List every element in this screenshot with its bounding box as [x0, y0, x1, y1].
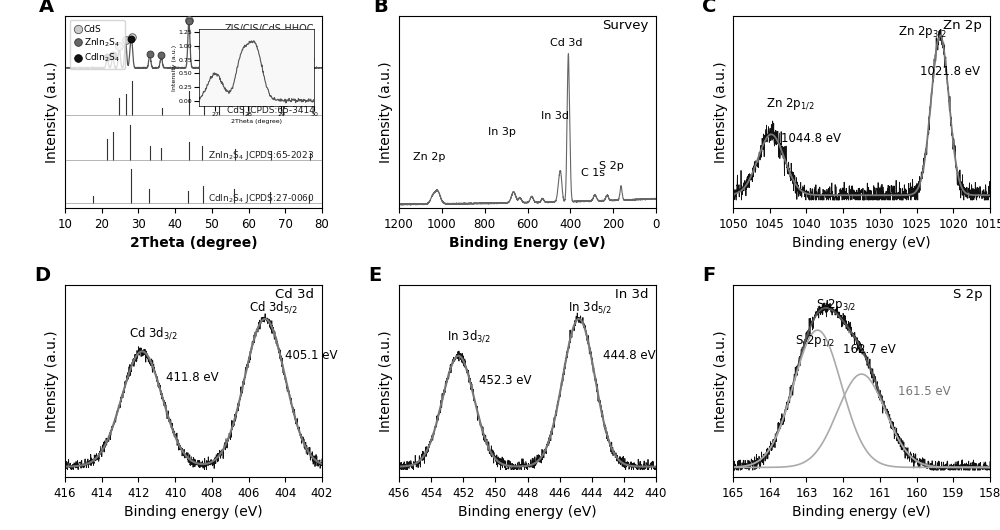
- Legend: CdS, ZnIn$_2$S$_4$, CdIn$_2$S$_4$: CdS, ZnIn$_2$S$_4$, CdIn$_2$S$_4$: [70, 21, 125, 69]
- Y-axis label: Intensity (a.u.): Intensity (a.u.): [714, 330, 728, 432]
- Text: CdS JCPDS:65-3414: CdS JCPDS:65-3414: [227, 106, 315, 115]
- Y-axis label: Intensity (a.u.): Intensity (a.u.): [45, 61, 59, 163]
- Text: In 3d$_{5/2}$: In 3d$_{5/2}$: [568, 299, 612, 315]
- Text: E: E: [368, 266, 381, 285]
- Text: CdIn$_2$S$_4$ JCPDS:27-0060: CdIn$_2$S$_4$ JCPDS:27-0060: [208, 192, 315, 205]
- Text: 161.5 eV: 161.5 eV: [898, 385, 951, 398]
- Y-axis label: Intensity (a.u.): Intensity (a.u.): [45, 330, 59, 432]
- Text: Zn 2p: Zn 2p: [413, 152, 445, 162]
- Text: 411.8 eV: 411.8 eV: [166, 371, 219, 384]
- Y-axis label: Intensity (a.u.): Intensity (a.u.): [379, 330, 393, 432]
- Text: B: B: [373, 0, 388, 16]
- X-axis label: Binding energy (eV): Binding energy (eV): [792, 236, 931, 250]
- Text: Zn 2p: Zn 2p: [943, 20, 982, 32]
- Text: Survey: Survey: [602, 20, 648, 32]
- Text: In 3p: In 3p: [488, 127, 516, 137]
- Text: 162.7 eV: 162.7 eV: [843, 343, 896, 357]
- Text: S 2p$_{3/2}$: S 2p$_{3/2}$: [816, 298, 856, 313]
- Text: Cd 3d: Cd 3d: [275, 288, 314, 302]
- Text: A: A: [39, 0, 54, 16]
- Text: S 2p: S 2p: [953, 288, 982, 302]
- Text: F: F: [702, 266, 715, 285]
- Text: 1044.8 eV: 1044.8 eV: [781, 132, 841, 145]
- X-axis label: 2Theta (degree): 2Theta (degree): [130, 236, 257, 250]
- X-axis label: Binding Energy (eV): Binding Energy (eV): [449, 236, 606, 250]
- Text: Zn 2p$_{3/2}$: Zn 2p$_{3/2}$: [898, 24, 947, 40]
- Text: 1021.8 eV: 1021.8 eV: [920, 65, 980, 78]
- Text: C 1s: C 1s: [581, 168, 605, 178]
- Text: In 3d$_{3/2}$: In 3d$_{3/2}$: [447, 329, 491, 344]
- Y-axis label: Intensity (a.u.): Intensity (a.u.): [379, 61, 393, 163]
- Text: In 3d: In 3d: [615, 288, 648, 302]
- Text: S 2p: S 2p: [599, 161, 623, 171]
- Text: Cd 3d$_{3/2}$: Cd 3d$_{3/2}$: [129, 325, 178, 341]
- Text: Cd 3d$_{5/2}$: Cd 3d$_{5/2}$: [249, 299, 297, 315]
- Text: 444.8 eV: 444.8 eV: [603, 349, 656, 362]
- Text: Zn 2p$_{1/2}$: Zn 2p$_{1/2}$: [766, 96, 815, 112]
- Text: S 2p$_{1/2}$: S 2p$_{1/2}$: [795, 333, 836, 349]
- Text: C: C: [702, 0, 717, 16]
- Text: 452.3 eV: 452.3 eV: [479, 374, 532, 387]
- Text: Cd 3d: Cd 3d: [550, 38, 582, 48]
- X-axis label: Binding energy (eV): Binding energy (eV): [792, 505, 931, 519]
- Text: 405.1 eV: 405.1 eV: [285, 349, 338, 362]
- Text: In 3d: In 3d: [541, 111, 569, 121]
- X-axis label: Binding energy (eV): Binding energy (eV): [458, 505, 597, 519]
- Text: ZnIn$_2$S$_4$ JCPDS:65-2023: ZnIn$_2$S$_4$ JCPDS:65-2023: [208, 149, 315, 162]
- Text: D: D: [34, 266, 50, 285]
- Text: ZIS/CIS/CdS-HHOC: ZIS/CIS/CdS-HHOC: [225, 24, 315, 34]
- X-axis label: Binding energy (eV): Binding energy (eV): [124, 505, 263, 519]
- Y-axis label: Intensity (a.u.): Intensity (a.u.): [714, 61, 728, 163]
